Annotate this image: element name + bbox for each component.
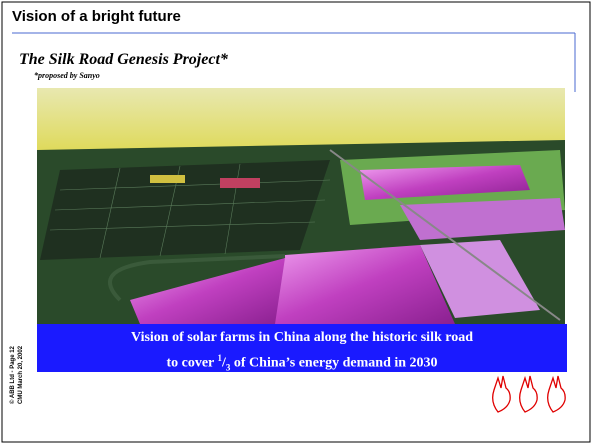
subtitle: The Silk Road Genesis Project* xyxy=(19,51,228,68)
solar-farm-image xyxy=(37,88,565,324)
side-note-line: CMU March 20, 2002 xyxy=(18,345,24,404)
slide-title: Vision of a bright future xyxy=(12,8,181,25)
fraction-slash: / xyxy=(222,355,226,371)
caption-box: Vision of solar farms in China along the… xyxy=(37,324,567,372)
caption-text: of China’s energy demand in 2030 xyxy=(230,355,438,371)
caption-text: to cover xyxy=(166,355,218,371)
fraction-numerator: 1 xyxy=(217,353,223,363)
fraction-denominator: 3 xyxy=(225,362,231,373)
hand-icons xyxy=(492,375,566,413)
caption-line: to cover 1/3 of China’s energy demand in… xyxy=(37,348,567,377)
side-note-line: © ABB Ltd - Page 12 xyxy=(10,346,16,404)
footnote: *proposed by Sanyo xyxy=(34,71,100,80)
side-note: © ABB Ltd - Page 12 CMU March 20, 2002 xyxy=(4,338,32,408)
caption-line: Vision of solar farms in China along the… xyxy=(130,330,473,345)
